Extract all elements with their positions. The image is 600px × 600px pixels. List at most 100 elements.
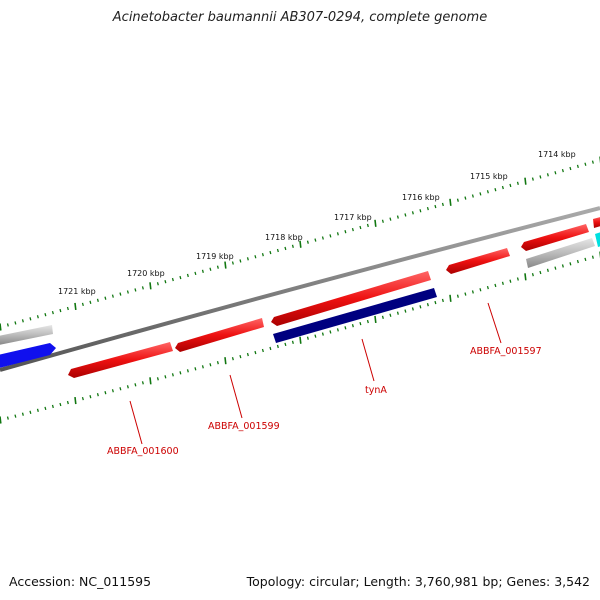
inner-minor-tick [135,383,136,386]
inner-minor-tick [413,307,414,310]
outer-minor-tick [90,301,91,304]
inner-minor-tick [345,326,346,329]
gene-label-tynA[interactable]: tynA [365,385,387,396]
outer-minor-tick [30,317,31,320]
inner-minor-tick [180,371,181,374]
outer-minor-tick [308,241,309,244]
outer-minor-tick [480,192,481,195]
outer-minor-tick [488,190,489,193]
inner-minor-tick [293,341,294,344]
gene-red-far-right[interactable] [593,216,600,228]
outer-minor-tick [360,226,361,229]
outer-minor-tick [458,199,459,202]
outer-minor-tick [210,268,211,271]
outer-minor-tick [518,182,519,185]
inner-minor-tick [210,363,211,366]
outer-minor-tick [143,286,144,289]
inner-minor-tick [83,397,84,400]
inner-minor-tick [488,286,489,289]
inner-minor-tick [173,373,174,376]
inner-minor-tick [105,391,106,394]
outer-minor-tick [188,274,189,277]
outer-minor-tick [98,299,99,302]
inner-minor-tick [255,351,256,354]
inner-minor-tick [285,343,286,346]
inner-major-tick [0,417,1,424]
outer-minor-tick [383,220,384,223]
scale-label-1721: 1721 kbp [58,287,96,296]
outer-minor-tick [203,270,204,273]
gene-red-1597[interactable] [446,248,510,274]
outer-major-tick [525,178,526,185]
outer-minor-tick [578,165,579,168]
gene-label-ABBFA_001597[interactable]: ABBFA_001597 [470,346,542,357]
inner-minor-tick [570,262,571,265]
inner-minor-tick [38,409,39,412]
inner-minor-tick [240,355,241,358]
scale-label-1717: 1717 kbp [334,213,372,222]
outer-minor-tick [158,282,159,285]
accession-text: Accession: NC_011595 [9,574,151,589]
outer-minor-tick [285,247,286,250]
gene-blue-left[interactable] [0,343,56,368]
inner-minor-tick [465,293,466,296]
scale-label-1719: 1719 kbp [196,252,234,261]
inner-minor-tick [390,314,391,317]
inner-minor-tick [495,284,496,287]
outer-minor-tick [398,216,399,219]
outer-minor-tick [113,295,114,298]
inner-minor-tick [428,303,429,306]
inner-minor-tick [360,322,361,325]
inner-minor-tick [368,320,369,323]
outer-minor-tick [180,276,181,279]
inner-minor-tick [165,375,166,378]
inner-minor-tick [323,333,324,336]
outer-minor-tick [338,232,339,235]
leader-1597 [488,303,501,343]
gene-label-ABBFA_001599[interactable]: ABBFA_001599 [208,421,280,432]
inner-minor-tick [128,385,129,388]
inner-minor-tick [555,267,556,270]
outer-major-tick [225,262,226,269]
outer-minor-tick [563,169,564,172]
outer-minor-tick [503,186,504,189]
inner-minor-tick [480,288,481,291]
gene-red-1599[interactable] [175,318,264,352]
inner-minor-tick [405,310,406,313]
outer-minor-tick [330,234,331,237]
inner-major-tick [525,273,526,280]
inner-minor-tick [383,316,384,319]
leader-1599 [230,375,242,418]
inner-minor-tick [533,273,534,276]
outer-minor-tick [218,266,219,269]
inner-minor-tick [315,335,316,338]
outer-minor-tick [540,175,541,178]
gene-label-ABBFA_001600[interactable]: ABBFA_001600 [107,446,179,457]
inner-minor-tick [270,347,271,350]
outer-minor-tick [240,259,241,262]
gene-grey-left[interactable] [0,325,53,345]
outer-minor-tick [428,207,429,210]
inner-minor-tick [188,369,189,372]
scale-label-1715: 1715 kbp [470,172,508,181]
inner-minor-tick [45,407,46,410]
outer-minor-tick [413,211,414,214]
outer-minor-tick [555,171,556,174]
inner-minor-tick [540,271,541,274]
outer-major-tick [75,303,76,310]
inner-minor-tick [23,413,24,416]
outer-minor-tick [263,253,264,256]
gene-cyan-right[interactable] [595,231,600,247]
outer-minor-tick [533,178,534,181]
outer-minor-tick [495,188,496,191]
outer-minor-tick [345,230,346,233]
inner-minor-tick [458,295,459,298]
inner-major-tick [150,377,151,384]
outer-minor-tick [195,272,196,275]
inner-minor-tick [263,349,264,352]
outer-minor-tick [60,309,61,312]
genome-summary-text: Topology: circular; Length: 3,760,981 bp… [247,574,590,589]
inner-minor-tick [443,299,444,302]
outer-minor-tick [315,239,316,242]
